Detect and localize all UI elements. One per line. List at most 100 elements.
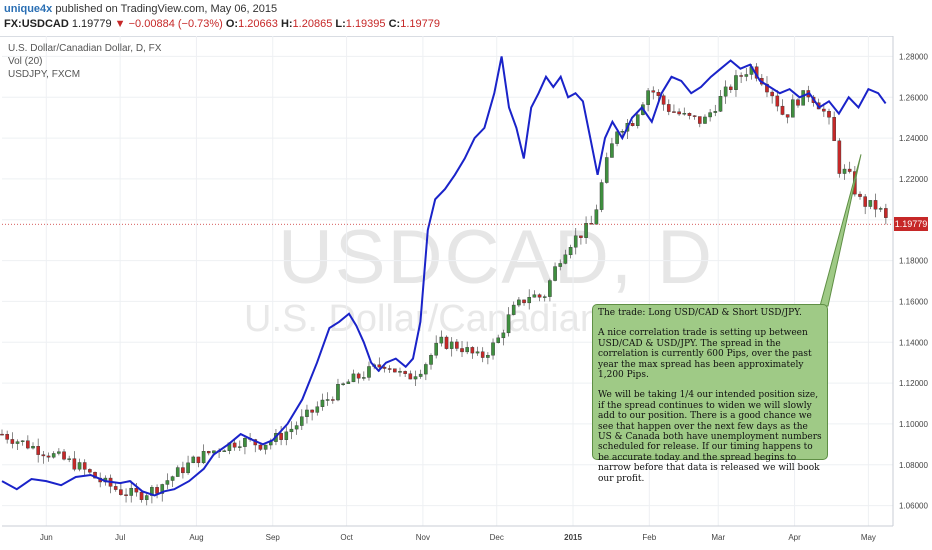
candle-body xyxy=(599,182,604,210)
candle-body xyxy=(801,90,805,106)
chart-area[interactable]: USDCAD, D U.S. Dollar/Canadian D 1.28000… xyxy=(0,36,932,550)
candle-body xyxy=(175,467,180,477)
time-axis-label: Jun xyxy=(40,533,53,542)
price-axis-label: 1.14000 xyxy=(899,338,928,347)
trade-note[interactable]: The trade: Long USD/CAD & Short USD/JPY.… xyxy=(592,304,828,484)
candle-body xyxy=(739,75,743,77)
legend-main-series: U.S. Dollar/Canadian Dollar, D, FX xyxy=(8,43,162,54)
candle-body xyxy=(470,347,475,354)
price-axis-label: 1.24000 xyxy=(899,134,928,143)
candle-body xyxy=(842,168,847,174)
candle-body xyxy=(139,491,144,500)
candle-body xyxy=(506,314,511,334)
candle-body xyxy=(124,494,128,496)
candle-body xyxy=(206,451,211,454)
candle-body xyxy=(67,458,71,460)
price-axis-label: 1.22000 xyxy=(899,175,928,184)
candle-body xyxy=(620,131,625,133)
candle-body xyxy=(237,446,242,448)
candle-body xyxy=(744,74,749,77)
candle-body xyxy=(480,351,485,358)
candle-body xyxy=(661,95,666,105)
candle-body xyxy=(501,332,506,339)
low-label: L: xyxy=(335,18,346,30)
candle-body xyxy=(858,193,862,197)
candle-body xyxy=(460,348,464,353)
candle-body xyxy=(708,112,712,118)
candle-body xyxy=(723,86,728,97)
candle-body xyxy=(584,223,588,238)
candle-body xyxy=(449,341,454,349)
note-paragraph-1: A nice correlation trade is setting up b… xyxy=(598,328,812,381)
candle-body xyxy=(113,486,118,490)
note-title: The trade: Long USD/CAD & Short USD/JPY. xyxy=(598,308,802,318)
candle-body xyxy=(791,99,795,118)
candle-body xyxy=(635,114,640,126)
candle-body xyxy=(656,91,661,96)
candle-body xyxy=(0,433,4,436)
candle-body xyxy=(77,462,82,470)
watermark-symbol: USDCAD, D xyxy=(278,215,715,300)
candle-body xyxy=(517,299,521,306)
candle-body xyxy=(398,371,402,373)
price-axis-bg xyxy=(893,36,932,550)
candle-body xyxy=(356,373,361,379)
candle-body xyxy=(775,95,780,107)
low-value: 1.19395 xyxy=(345,18,386,30)
candle-body xyxy=(336,384,340,401)
open-value: 1.20663 xyxy=(238,18,278,30)
candle-body xyxy=(573,235,578,248)
time-axis-label: May xyxy=(861,533,876,542)
candle-body xyxy=(408,373,413,380)
candle-body xyxy=(672,111,676,113)
candle-body xyxy=(279,433,283,440)
time-axis-label: Feb xyxy=(642,533,656,542)
candle-body xyxy=(258,444,263,450)
candle-body xyxy=(46,455,51,458)
candle-body xyxy=(568,247,573,256)
candle-body xyxy=(243,437,247,447)
candle-body xyxy=(532,294,537,298)
candle-body xyxy=(263,444,268,450)
candle-body xyxy=(527,297,532,304)
note-paragraph-2: We will be taking 1/4 our intended posit… xyxy=(598,390,822,484)
candle-body xyxy=(387,368,392,370)
price-axis-label: 1.28000 xyxy=(899,52,928,61)
candle-body xyxy=(331,399,335,401)
candle-body xyxy=(542,296,547,298)
candle-body xyxy=(424,364,428,375)
candle-body xyxy=(837,140,842,174)
candle-body xyxy=(455,341,459,349)
candle-body xyxy=(155,487,159,494)
candle-body xyxy=(770,91,774,97)
author-link[interactable]: unique4x xyxy=(4,3,53,15)
time-axis-label: Apr xyxy=(788,533,801,542)
candle-body xyxy=(119,489,123,495)
note-pointer xyxy=(819,154,862,307)
price-axis-label: 1.16000 xyxy=(899,297,928,306)
candle-body xyxy=(522,299,526,304)
price-change: −0.00884 (−0.73%) xyxy=(128,18,223,30)
candle-body xyxy=(439,336,444,344)
candle-body xyxy=(403,371,407,374)
candle-body xyxy=(785,114,790,118)
price-axis-label: 1.10000 xyxy=(899,420,928,429)
symbol-label: FX:USDCAD xyxy=(4,18,69,30)
time-axis-label: Sep xyxy=(266,533,281,542)
candle-body xyxy=(367,366,371,378)
candle-body xyxy=(796,99,800,106)
candle-body xyxy=(362,377,366,379)
candle-body xyxy=(822,108,826,112)
candle-body xyxy=(393,368,397,373)
published-text: published on TradingView.com, May 06, 20… xyxy=(55,3,278,15)
candle-body xyxy=(129,487,134,496)
candle-body xyxy=(413,376,418,380)
time-axis-label: 2015 xyxy=(564,533,582,542)
candle-body xyxy=(382,366,387,369)
close-label: C: xyxy=(388,18,401,30)
candle-body xyxy=(232,442,237,448)
candle-body xyxy=(579,235,583,238)
candle-body xyxy=(418,373,423,377)
high-label: H: xyxy=(280,18,293,30)
candle-body xyxy=(41,454,46,457)
